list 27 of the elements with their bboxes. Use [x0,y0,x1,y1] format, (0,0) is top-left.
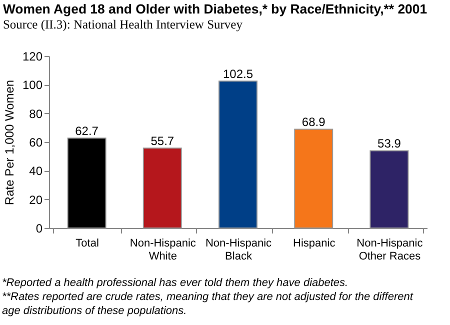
y-tick-label: 100 [22,78,43,92]
x-tick-label: Hispanic [293,238,336,250]
chart-subtitle: Source (II.3): National Health Interview Survey [2,18,244,32]
chart-title: Women Aged 18 and Older with Diabetes,* by Race/Ethnicity,** 2001 [2,1,428,16]
bar [218,80,258,228]
data-label: 102.5 [222,67,254,82]
y-tick-label: 80 [29,106,43,121]
bar [294,128,334,228]
y-tick-label: 60 [29,136,43,150]
y-tick-label: 120 [22,50,43,64]
y-tick-label: 0 [36,222,43,236]
bar [370,150,409,228]
x-tick-label: Total [76,238,99,250]
x-tick-label: Non-Hispanic Black [205,238,272,262]
data-label: 68.9 [302,115,326,130]
y-tick-label: 20 [29,192,43,207]
y-tick-label: 40 [29,164,43,178]
data-label: 53.9 [378,136,402,151]
y-axis-title: Rate Per 1,000 Women [2,80,16,206]
x-tick-label: Non-Hispanic White [130,238,196,262]
x-tick-label: Non-Hispanic Other Races [356,238,424,262]
data-label: 62.7 [75,124,99,138]
bar [142,148,182,228]
data-label: 55.7 [150,134,174,148]
text: *Reported a health professional has ever told them they have diabetes. [2,276,350,290]
text: **Rates reported are crude rates, meaning that they are not adjusted for the different age distributions of these populations. [2,290,414,318]
bar [67,138,106,228]
